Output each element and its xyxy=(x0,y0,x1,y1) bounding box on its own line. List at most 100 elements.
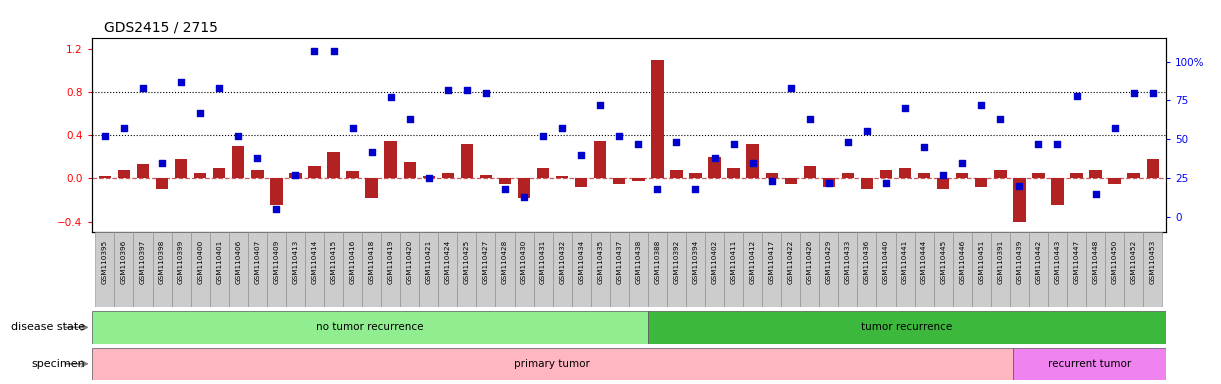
Text: GSM110444: GSM110444 xyxy=(921,240,927,284)
Point xyxy=(1067,93,1087,99)
Point xyxy=(419,175,438,181)
Text: GSM110426: GSM110426 xyxy=(807,240,813,284)
Text: GSM110441: GSM110441 xyxy=(902,240,908,284)
Bar xyxy=(690,173,702,179)
Bar xyxy=(1127,173,1140,179)
Point xyxy=(171,79,190,85)
Text: GSM110406: GSM110406 xyxy=(236,240,242,284)
Bar xyxy=(365,179,377,198)
Bar xyxy=(442,173,454,179)
Bar xyxy=(133,232,153,307)
Bar xyxy=(686,232,705,307)
Bar xyxy=(613,179,625,184)
Point xyxy=(133,85,153,91)
Bar xyxy=(324,232,343,307)
Text: GSM110413: GSM110413 xyxy=(292,240,298,284)
Text: GSM110397: GSM110397 xyxy=(140,240,147,284)
Bar xyxy=(629,232,648,307)
Text: GSM110436: GSM110436 xyxy=(864,240,869,284)
Bar xyxy=(648,311,1166,344)
Text: GSM110402: GSM110402 xyxy=(712,240,718,284)
Text: GSM110392: GSM110392 xyxy=(674,240,679,284)
Bar xyxy=(861,179,873,189)
Bar xyxy=(347,171,359,179)
Point xyxy=(972,102,991,108)
Point xyxy=(210,85,230,91)
Point xyxy=(381,94,400,101)
Bar xyxy=(172,232,190,307)
Bar xyxy=(460,144,473,179)
Point xyxy=(1048,141,1067,147)
Bar xyxy=(595,141,607,179)
Text: GSM110427: GSM110427 xyxy=(484,240,488,284)
Point xyxy=(266,206,286,212)
Point xyxy=(629,141,648,147)
Bar xyxy=(363,232,381,307)
Bar xyxy=(1109,179,1121,184)
Bar xyxy=(1029,232,1048,307)
Bar xyxy=(553,232,571,307)
Bar xyxy=(819,232,839,307)
Text: GDS2415 / 2715: GDS2415 / 2715 xyxy=(104,21,217,35)
Text: GSM110443: GSM110443 xyxy=(1055,240,1061,284)
Bar xyxy=(899,168,911,179)
Bar xyxy=(591,232,609,307)
Point xyxy=(571,152,591,158)
Bar xyxy=(194,173,206,179)
Text: GSM110433: GSM110433 xyxy=(845,240,851,284)
Bar xyxy=(1032,173,1045,179)
Point xyxy=(153,159,172,166)
Text: GSM110434: GSM110434 xyxy=(579,240,584,284)
Bar xyxy=(1143,232,1162,307)
Point xyxy=(361,149,381,155)
Bar xyxy=(267,232,286,307)
Text: GSM110448: GSM110448 xyxy=(1093,240,1099,284)
Point xyxy=(534,133,553,139)
Bar xyxy=(670,170,683,179)
Bar xyxy=(212,168,226,179)
Bar xyxy=(175,159,187,179)
Bar xyxy=(744,232,762,307)
Bar xyxy=(895,232,915,307)
Bar xyxy=(476,232,496,307)
Text: GSM110424: GSM110424 xyxy=(444,240,451,284)
Bar xyxy=(480,175,492,179)
Bar xyxy=(841,173,855,179)
Bar xyxy=(95,232,115,307)
Text: disease state: disease state xyxy=(11,322,85,333)
Text: GSM110425: GSM110425 xyxy=(464,240,470,284)
Bar xyxy=(1125,232,1143,307)
Text: GSM110428: GSM110428 xyxy=(502,240,508,284)
Point xyxy=(781,85,801,91)
Bar xyxy=(575,179,587,187)
Point xyxy=(591,102,610,108)
Point xyxy=(190,110,210,116)
Bar xyxy=(289,173,302,179)
Text: GSM110417: GSM110417 xyxy=(769,240,774,284)
Bar xyxy=(137,164,149,179)
Bar xyxy=(632,179,645,180)
Text: GSM110411: GSM110411 xyxy=(730,240,736,284)
Text: tumor recurrence: tumor recurrence xyxy=(861,322,952,333)
Point xyxy=(742,159,762,166)
Text: GSM110438: GSM110438 xyxy=(635,240,641,284)
Point xyxy=(95,133,115,139)
Text: GSM110418: GSM110418 xyxy=(369,240,375,284)
Point xyxy=(647,186,667,192)
Bar xyxy=(1071,173,1083,179)
Bar xyxy=(803,166,816,179)
Point xyxy=(609,133,629,139)
Point xyxy=(667,139,686,146)
Bar xyxy=(994,170,1006,179)
Text: GSM110420: GSM110420 xyxy=(407,240,413,284)
Bar xyxy=(1085,232,1105,307)
Text: no tumor recurrence: no tumor recurrence xyxy=(316,322,424,333)
Point xyxy=(324,48,343,54)
Bar xyxy=(781,232,800,307)
Bar xyxy=(857,232,877,307)
Text: GSM110435: GSM110435 xyxy=(597,240,603,284)
Point xyxy=(724,141,744,147)
Point xyxy=(877,180,896,186)
Text: GSM110395: GSM110395 xyxy=(101,240,107,284)
Text: GSM110429: GSM110429 xyxy=(825,240,832,284)
